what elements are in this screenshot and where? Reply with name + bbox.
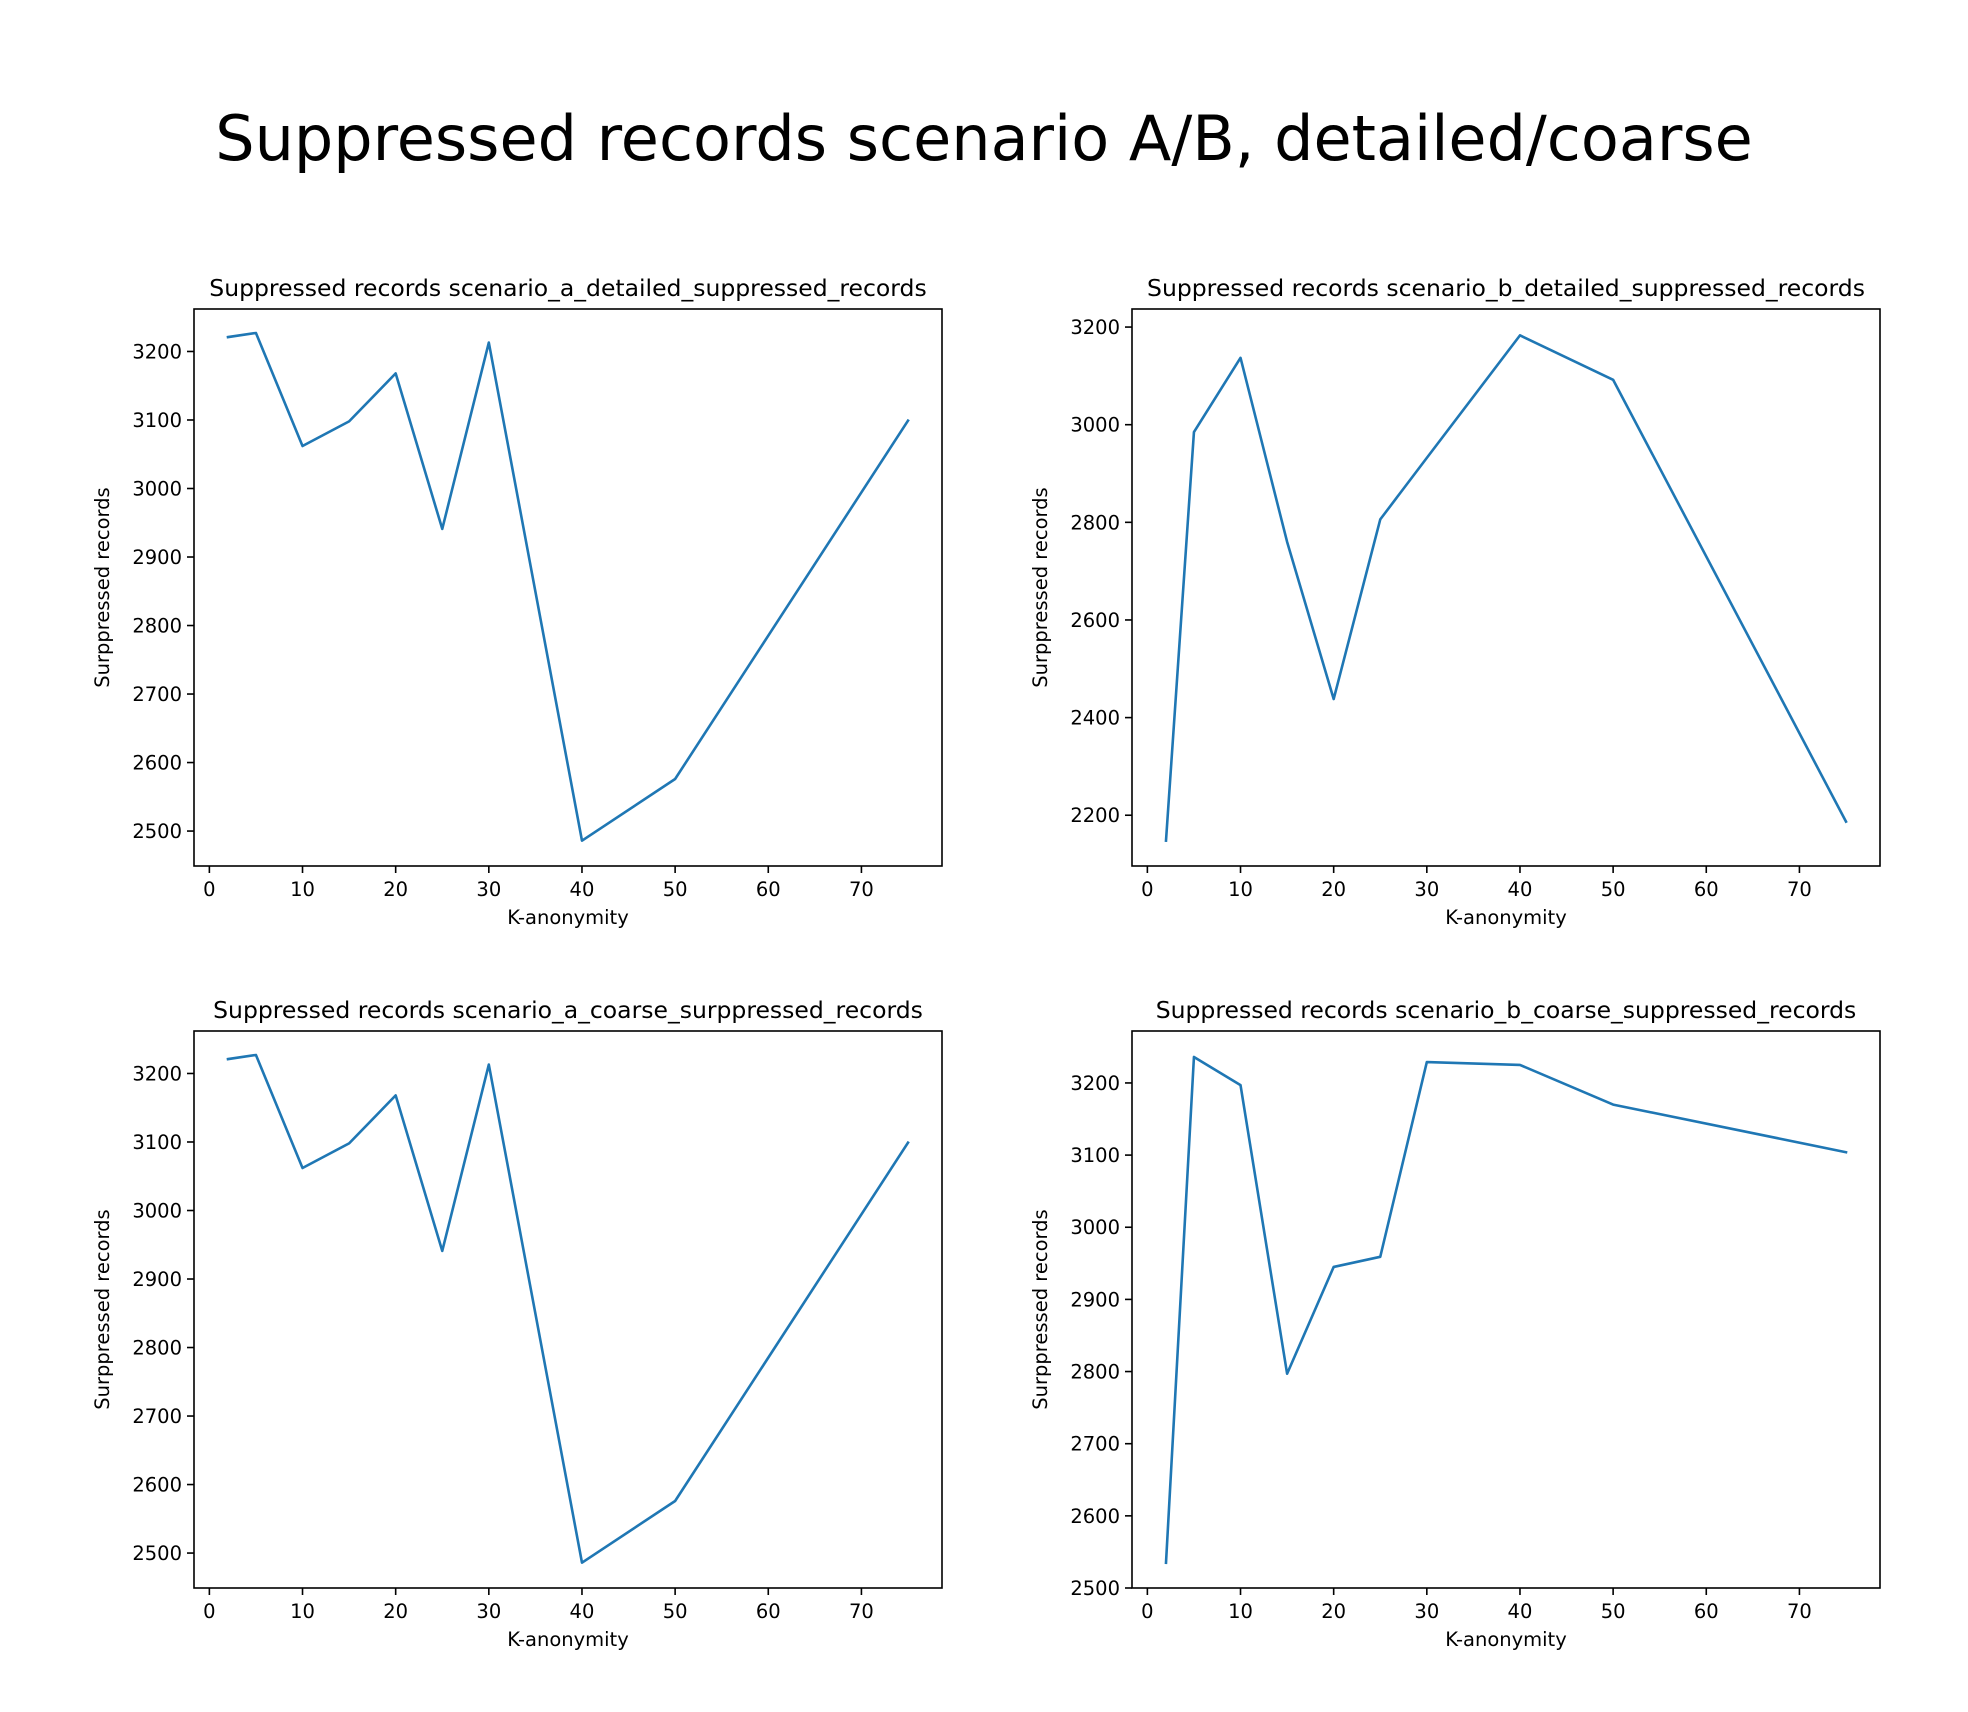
x-axis-label: K-anonymity xyxy=(1445,906,1567,929)
y-tick-label: 2600 xyxy=(1070,609,1120,632)
x-tick-label: 10 xyxy=(1228,1600,1253,1623)
subplot-1: Suppressed records scenario_a_detailed_s… xyxy=(91,274,943,929)
y-tick-label: 2700 xyxy=(132,1405,182,1428)
x-tick-label: 30 xyxy=(1414,878,1439,901)
y-tick-label: 3100 xyxy=(132,1131,182,1154)
axes-frame xyxy=(1131,1030,1881,1589)
y-tick-label: 3100 xyxy=(132,409,182,432)
x-tick-label: 0 xyxy=(203,878,215,901)
y-tick-label: 3200 xyxy=(132,1062,182,1085)
series-line xyxy=(226,331,910,842)
y-tick-label: 3000 xyxy=(132,478,182,501)
y-axis-label: Surppressed records xyxy=(1029,487,1052,687)
y-axis-label: Surppressed records xyxy=(91,487,114,687)
subplot-title: Suppressed records scenario_b_coarse_sup… xyxy=(1156,996,1857,1024)
axes-frame xyxy=(193,308,943,867)
subplot-title: Suppressed records scenario_a_detailed_s… xyxy=(209,274,926,302)
series-line xyxy=(1164,1055,1848,1565)
y-tick-label: 2600 xyxy=(132,1474,182,1497)
y-tick-label: 2900 xyxy=(1070,1288,1120,1311)
x-tick-label: 10 xyxy=(1228,878,1253,901)
y-tick-label: 2600 xyxy=(1070,1505,1120,1528)
subplot-title: Suppressed records scenario_b_detailed_s… xyxy=(1147,274,1865,302)
x-tick-label: 50 xyxy=(1601,1600,1626,1623)
y-tick-label: 2700 xyxy=(1070,1433,1120,1456)
x-tick-label: 70 xyxy=(849,878,874,901)
y-tick-label: 2800 xyxy=(132,615,182,638)
subplots-container: Suppressed records scenario_a_detailed_s… xyxy=(91,274,1881,1651)
y-tick-label: 2800 xyxy=(132,1337,182,1360)
y-tick-label: 2800 xyxy=(1070,1361,1120,1384)
x-tick-label: 50 xyxy=(663,878,688,901)
x-tick-label: 70 xyxy=(1787,1600,1812,1623)
x-tick-label: 70 xyxy=(849,1600,874,1623)
x-axis-label: K-anonymity xyxy=(1445,1628,1567,1651)
y-tick-label: 3100 xyxy=(1070,1144,1120,1167)
x-tick-label: 60 xyxy=(756,1600,781,1623)
y-tick-label: 2400 xyxy=(1070,707,1120,730)
x-tick-label: 20 xyxy=(1321,878,1346,901)
x-tick-label: 0 xyxy=(203,1600,215,1623)
x-tick-label: 60 xyxy=(756,878,781,901)
x-tick-label: 40 xyxy=(570,1600,595,1623)
figure-title: Suppressed records scenario A/B, detaile… xyxy=(215,102,1753,175)
series-line xyxy=(1164,334,1848,843)
axes-frame xyxy=(1131,308,1881,867)
x-tick-label: 0 xyxy=(1141,878,1153,901)
x-tick-label: 10 xyxy=(290,1600,315,1623)
y-tick-label: 3000 xyxy=(1070,414,1120,437)
y-tick-label: 3000 xyxy=(1070,1216,1120,1239)
y-tick-label: 2500 xyxy=(1070,1577,1120,1600)
y-tick-label: 2200 xyxy=(1070,804,1120,827)
x-tick-label: 20 xyxy=(383,1600,408,1623)
y-tick-label: 3200 xyxy=(1070,316,1120,339)
x-tick-label: 70 xyxy=(1787,878,1812,901)
x-tick-label: 30 xyxy=(1414,1600,1439,1623)
x-axis-label: K-anonymity xyxy=(507,1628,629,1651)
y-axis-label: Surppressed records xyxy=(91,1209,114,1409)
x-tick-label: 40 xyxy=(1508,1600,1533,1623)
subplot-2: Suppressed records scenario_b_detailed_s… xyxy=(1029,274,1881,929)
x-tick-label: 30 xyxy=(476,878,501,901)
x-tick-label: 60 xyxy=(1694,878,1719,901)
axes-frame xyxy=(193,1030,943,1589)
y-tick-label: 2500 xyxy=(132,820,182,843)
subplot-3: Suppressed records scenario_a_coarse_sur… xyxy=(91,996,943,1651)
y-axis-label: Surppressed records xyxy=(1029,1209,1052,1409)
y-tick-label: 2600 xyxy=(132,752,182,775)
x-tick-label: 30 xyxy=(476,1600,501,1623)
y-tick-label: 2500 xyxy=(132,1542,182,1565)
x-tick-label: 0 xyxy=(1141,1600,1153,1623)
x-tick-label: 20 xyxy=(383,878,408,901)
subplot-4: Suppressed records scenario_b_coarse_sup… xyxy=(1029,996,1881,1651)
y-tick-label: 2900 xyxy=(132,1268,182,1291)
x-tick-label: 50 xyxy=(663,1600,688,1623)
y-tick-label: 3000 xyxy=(132,1200,182,1223)
y-tick-label: 3200 xyxy=(132,340,182,363)
x-tick-label: 40 xyxy=(570,878,595,901)
y-tick-label: 3200 xyxy=(1070,1072,1120,1095)
x-axis-label: K-anonymity xyxy=(507,906,629,929)
series-line xyxy=(226,1053,910,1564)
x-tick-label: 50 xyxy=(1601,878,1626,901)
y-tick-label: 2700 xyxy=(132,683,182,706)
x-tick-label: 40 xyxy=(1508,878,1533,901)
x-tick-label: 60 xyxy=(1694,1600,1719,1623)
y-tick-label: 2900 xyxy=(132,546,182,569)
subplot-title: Suppressed records scenario_a_coarse_sur… xyxy=(213,996,923,1024)
y-tick-label: 2800 xyxy=(1070,511,1120,534)
x-tick-label: 10 xyxy=(290,878,315,901)
x-tick-label: 20 xyxy=(1321,1600,1346,1623)
